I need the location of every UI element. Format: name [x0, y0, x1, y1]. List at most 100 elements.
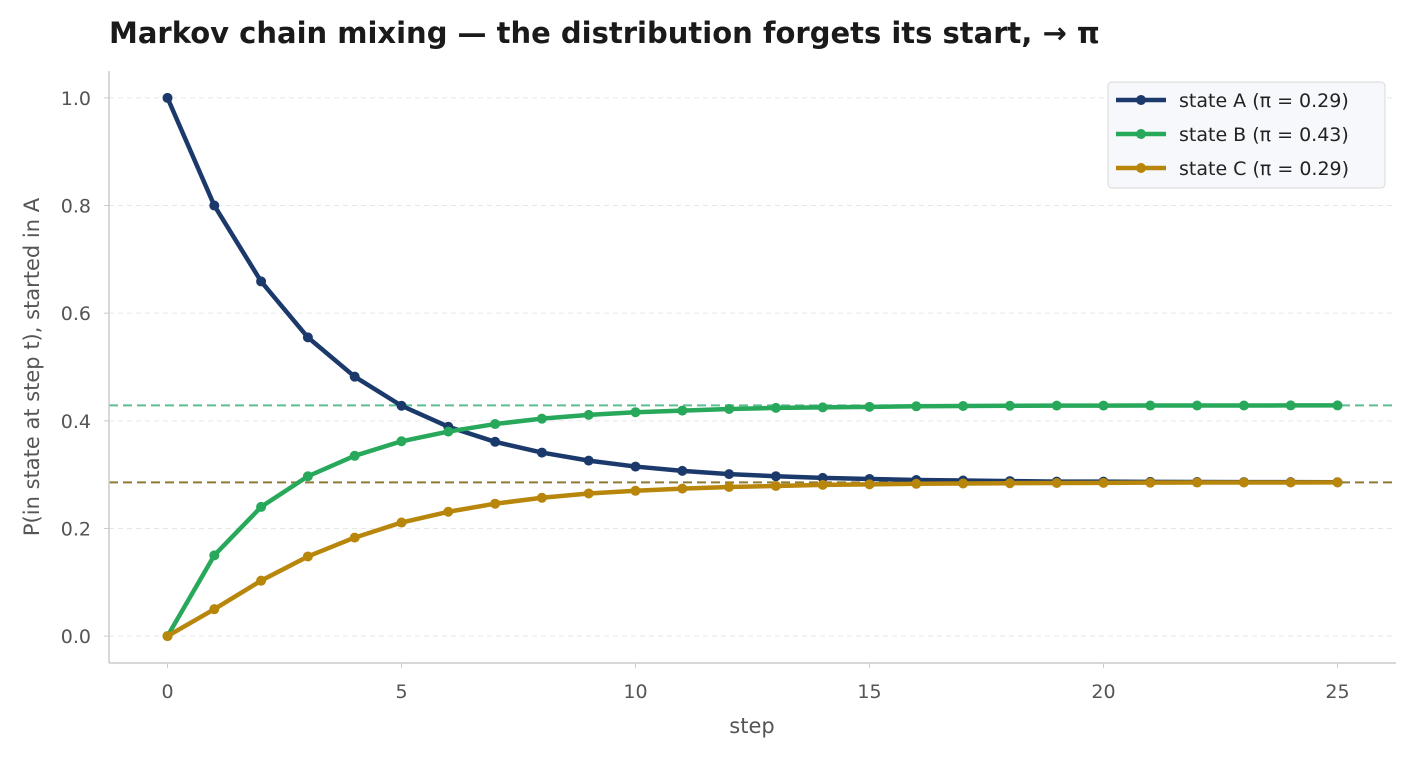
legend-box — [1107, 81, 1386, 189]
legend-swatch-marker — [1136, 163, 1146, 173]
series-line — [165, 480, 1340, 639]
data-point — [443, 506, 454, 517]
data-point — [162, 92, 173, 103]
legend-swatch-marker — [1136, 95, 1146, 105]
data-point — [209, 550, 220, 561]
x-tick-label: 0 — [161, 681, 173, 703]
y-tick-label: 0.6 — [61, 303, 91, 325]
legend-label: state B (π = 0.43) — [1179, 124, 1349, 146]
data-point — [1332, 477, 1343, 488]
data-point — [349, 532, 360, 543]
data-point — [256, 575, 267, 586]
data-point — [583, 455, 594, 466]
data-point — [396, 400, 407, 411]
data-point — [864, 479, 875, 490]
x-tick-label: 15 — [857, 681, 881, 703]
data-point — [724, 482, 735, 493]
y-tick-label: 0.0 — [61, 626, 91, 648]
data-point — [443, 426, 454, 437]
x-tick-label: 10 — [623, 681, 647, 703]
data-point — [209, 604, 220, 615]
data-point — [256, 501, 267, 512]
data-point — [302, 551, 313, 562]
x-tick-label: 25 — [1325, 681, 1349, 703]
data-point — [864, 401, 875, 412]
data-point — [770, 480, 781, 491]
data-point — [1238, 477, 1249, 488]
data-point — [958, 478, 969, 489]
data-point — [1238, 400, 1249, 411]
data-point — [209, 200, 220, 211]
data-point — [396, 517, 407, 528]
axes: 0.0 0.2 0.4 0.6 0.8 1.0 0 5 10 15 20 25 — [61, 71, 1396, 703]
data-point — [677, 405, 688, 416]
data-point — [677, 483, 688, 494]
data-point — [1098, 477, 1109, 488]
data-point — [1285, 477, 1296, 488]
data-point — [396, 436, 407, 447]
legend: state A (π = 0.29) state B (π = 0.43) stat… — [1107, 81, 1386, 189]
data-point — [1145, 477, 1156, 488]
legend-swatch-marker — [1136, 129, 1146, 139]
data-point — [536, 492, 547, 503]
data-point — [911, 401, 922, 412]
data-point — [583, 409, 594, 420]
data-point — [724, 403, 735, 414]
data-point — [630, 407, 641, 418]
data-point — [817, 472, 828, 483]
data-point — [1332, 400, 1343, 411]
legend-label: state C (π = 0.29) — [1179, 158, 1349, 180]
y-tick-label: 0.4 — [61, 411, 91, 433]
data-point — [1098, 400, 1109, 411]
data-point — [958, 401, 969, 412]
data-point — [1192, 400, 1203, 411]
data-point — [349, 371, 360, 382]
legend-label: state A (π = 0.29) — [1179, 90, 1349, 112]
data-point — [490, 419, 501, 430]
y-axis-label: P(in state at step t), started in A — [20, 197, 44, 536]
data-point — [536, 413, 547, 424]
data-point — [583, 488, 594, 499]
data-point — [1285, 400, 1296, 411]
chart-title: Markov chain mixing — the distribution f… — [109, 16, 1100, 50]
data-point — [302, 332, 313, 343]
data-point — [490, 436, 501, 447]
data-point — [770, 471, 781, 482]
x-tick-label: 20 — [1091, 681, 1115, 703]
data-point — [302, 471, 313, 482]
y-tick-label: 1.0 — [61, 88, 91, 110]
data-point — [1145, 400, 1156, 411]
data-point — [256, 276, 267, 287]
data-point — [1004, 478, 1015, 489]
data-point — [349, 450, 360, 461]
legend-item: state B (π = 0.43) — [1116, 124, 1349, 146]
data-point — [1051, 477, 1062, 488]
series-2 — [162, 477, 1343, 642]
data-point — [1192, 477, 1203, 488]
x-tick-label: 5 — [395, 681, 407, 703]
data-point — [911, 478, 922, 489]
series-line — [165, 403, 1340, 639]
data-point — [490, 498, 501, 509]
legend-item: state A (π = 0.29) — [1116, 90, 1349, 112]
data-point — [630, 461, 641, 472]
series-layer — [162, 92, 1343, 642]
data-point — [630, 485, 641, 496]
data-point — [162, 631, 173, 642]
data-point — [817, 402, 828, 413]
data-point — [1004, 400, 1015, 411]
reference-lines — [109, 404, 1396, 484]
data-point — [536, 447, 547, 458]
y-tick-label: 0.8 — [61, 196, 91, 218]
data-point — [770, 402, 781, 413]
y-tick-label: 0.2 — [61, 518, 91, 540]
legend-item: state C (π = 0.29) — [1116, 158, 1349, 180]
series-1 — [162, 400, 1343, 642]
data-point — [677, 465, 688, 476]
data-point — [817, 479, 828, 490]
data-point — [724, 469, 735, 480]
x-axis-label: step — [729, 714, 774, 738]
data-point — [1051, 400, 1062, 411]
